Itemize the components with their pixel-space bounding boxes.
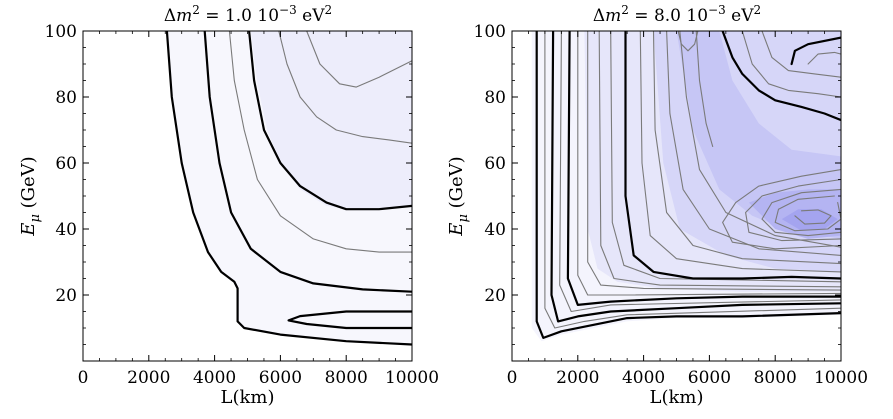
minor-contour-line-7: [544, 31, 841, 329]
major-contour-line-6: [790, 36, 841, 66]
y-axis-label: Eμ (GeV): [446, 156, 471, 236]
chart-title: Δm2 = 8.0 10−3 eV2: [593, 3, 761, 26]
y-tick-label: 60: [55, 154, 77, 174]
minor-contour-line-9: [577, 31, 841, 296]
minor-contour-line-18: [745, 178, 841, 242]
y-tick-label: 40: [484, 220, 506, 240]
minor-contour-line-5: [228, 31, 412, 253]
major-contour-line-2: [550, 31, 841, 323]
x-tick-label: 6000: [259, 368, 302, 388]
contour-fill-region-4: [676, 31, 841, 239]
minor-contour-line-21: [794, 209, 832, 225]
x-axis-label: L(km): [221, 387, 275, 408]
y-tick-label: 80: [484, 88, 506, 108]
x-tick-label: 8000: [754, 368, 797, 388]
major-contour-line-5: [721, 31, 841, 122]
minor-contour-line-6: [278, 31, 412, 144]
x-tick-label: 10000: [814, 368, 868, 388]
x-tick-label: 2000: [127, 368, 170, 388]
y-tick-label: 100: [45, 22, 77, 42]
left-contour-panel: 0 2000 4000 6000 8000 10000 20 40 60 80 100 Δm2 = 1…: [18, 3, 439, 408]
major-contour-line-1: [535, 31, 841, 339]
chart-title: Δm2 = 1.0 10−3 eV2: [164, 3, 332, 26]
major-contour-line-1: [165, 31, 412, 346]
y-tick-label: 20: [484, 286, 506, 306]
major-contour-line-2: [287, 310, 412, 330]
minor-contour-line-10: [587, 31, 841, 291]
minor-contour-line-15: [666, 31, 841, 256]
minor-contour-line-11: [598, 31, 841, 288]
minor-contour-line-25: [761, 31, 841, 78]
minor-contour-line-7: [306, 31, 412, 88]
minor-contour-line-13: [639, 31, 841, 273]
minor-contour-line-16: [679, 31, 841, 248]
major-contour-line-3: [203, 31, 412, 293]
y-tick-label: 40: [55, 220, 77, 240]
plot-content: [165, 31, 412, 346]
major-contour-line-4: [624, 31, 841, 280]
x-tick-label: 4000: [193, 368, 236, 388]
y-tick-label: 20: [55, 286, 77, 306]
minor-contour-line-19: [761, 188, 841, 237]
major-contour-line-4: [248, 31, 412, 211]
minor-contour-line-23: [677, 31, 699, 52]
x-axis-label: L(km): [650, 387, 704, 408]
major-contour-line-3: [566, 31, 841, 306]
y-tick-label: 80: [55, 88, 77, 108]
x-tick-label: 0: [507, 368, 518, 388]
plot-content: [531, 31, 841, 342]
minor-contour-line-8: [559, 31, 841, 313]
right-contour-panel: 0 2000 4000 6000 8000 10000 20 40 60 80 100 Δm2 = 8…: [446, 3, 868, 408]
minor-contour-line-20: [774, 195, 841, 232]
x-tick-label: 0: [78, 368, 89, 388]
y-tick-label: 100: [474, 22, 506, 42]
contour-fill-region-6: [781, 209, 838, 231]
x-tick-label: 2000: [556, 368, 599, 388]
minor-contour-line-17: [722, 169, 841, 250]
y-tick-label: 60: [484, 154, 506, 174]
minor-contour-line-24: [741, 31, 841, 98]
y-axis-label: Eμ (GeV): [18, 156, 43, 236]
x-tick-label: 10000: [385, 368, 439, 388]
minor-contour-line-22: [695, 31, 714, 148]
minor-contour-line-26: [807, 51, 841, 65]
minor-contour-line-14: [652, 31, 841, 265]
x-tick-label: 4000: [622, 368, 665, 388]
x-tick-label: 6000: [688, 368, 731, 388]
x-tick-label: 8000: [325, 368, 368, 388]
